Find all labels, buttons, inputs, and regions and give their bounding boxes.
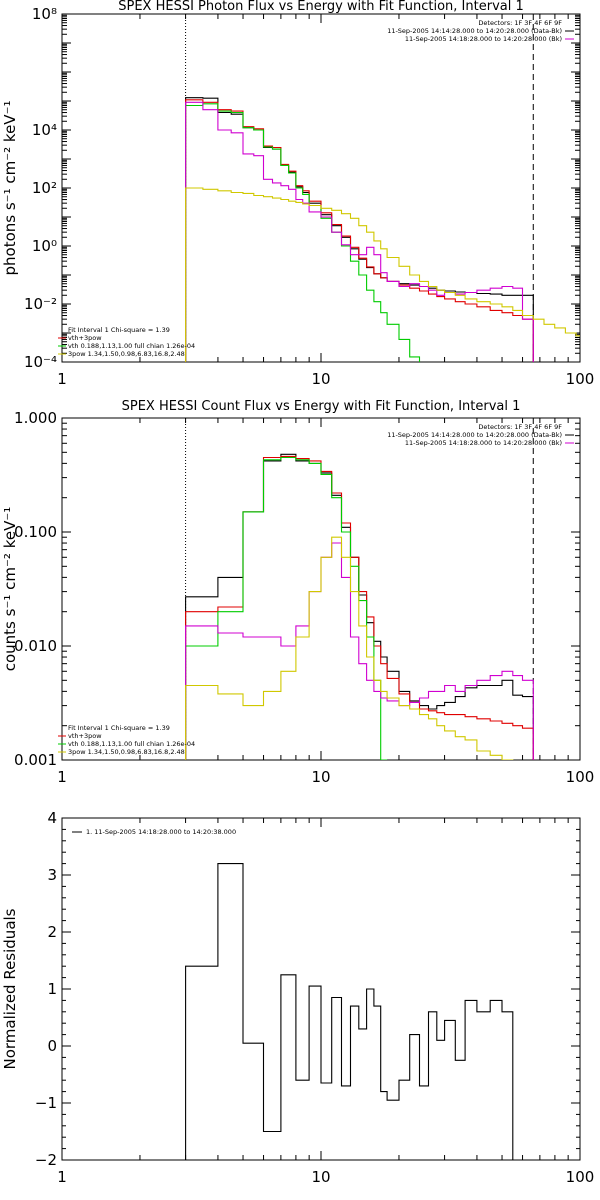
y-tick-label: 10⁰ xyxy=(32,237,57,255)
y-tick-label: 3 xyxy=(47,866,57,884)
y-tick-label: 1.000 xyxy=(14,409,57,427)
series-red-line xyxy=(185,99,534,362)
chart-title: SPEX HESSI Count Flux vs Energy with Fit… xyxy=(122,399,521,414)
series-magenta-line xyxy=(185,542,534,760)
series-red-line xyxy=(185,455,534,760)
legend-entry: Detectors: 1F 3F 4F 6F 9F xyxy=(478,19,562,27)
legend-entry: vth 0.188,1.13,1.00 full chian 1.26e-04 xyxy=(68,342,195,350)
series-black-line xyxy=(185,97,534,362)
y-tick-label: 0 xyxy=(47,1037,57,1055)
x-tick-label: 100 xyxy=(566,370,595,388)
legend-entry: 11-Sep-2005 14:18:28.000 to 14:20:28.000… xyxy=(405,35,562,43)
legend-entry: 11-Sep-2005 14:14:28.000 to 14:20:28.000… xyxy=(387,27,562,35)
x-tick-label: 1 xyxy=(57,370,67,388)
y-tick-label: 0.001 xyxy=(14,751,57,769)
legend-entry: 11-Sep-2005 14:14:28.000 to 14:20:28.000… xyxy=(387,431,562,439)
y-tick-label: 10⁸ xyxy=(32,5,57,23)
y-tick-label: 10⁴ xyxy=(32,121,57,139)
y-tick-label: 0.100 xyxy=(14,523,57,541)
series-magenta-line xyxy=(185,101,534,362)
photon-flux-panel: SPEX HESSI Photon Flux vs Energy with Fi… xyxy=(1,0,594,388)
legend-entry: vth 0.188,1.13,1.00 full chian 1.26e-04 xyxy=(68,740,195,748)
legend-entry: vth+3pow xyxy=(68,334,102,342)
y-tick-label: 1 xyxy=(47,980,57,998)
x-tick-label: 1 xyxy=(57,1168,67,1186)
chart-title: SPEX HESSI Photon Flux vs Energy with Fi… xyxy=(118,0,524,14)
x-tick-label: 100 xyxy=(566,1168,595,1186)
legend-entry: Fit Interval 1 Chi-square = 1.39 xyxy=(68,326,170,334)
legend-entry: Fit Interval 1 Chi-square = 1.39 xyxy=(68,724,170,732)
legend-entry: 3pow 1.34,1.50,0.98,6.83,16.8,2.48 xyxy=(68,748,185,756)
x-tick-label: 10 xyxy=(311,768,330,786)
y-tick-label: −1 xyxy=(35,1094,57,1112)
series-group xyxy=(185,863,514,1160)
y-tick-label: 10⁻⁴ xyxy=(24,353,57,371)
plot-frame xyxy=(61,13,581,363)
y-tick-label: 0.010 xyxy=(14,637,57,655)
y-tick-label: 4 xyxy=(47,809,57,827)
count-flux-panel: SPEX HESSI Count Flux vs Energy with Fit… xyxy=(1,399,594,786)
x-tick-label: 10 xyxy=(311,370,330,388)
y-axis-label: counts s⁻¹ cm⁻² keV⁻¹ xyxy=(1,507,19,672)
series-black-line xyxy=(185,863,514,1160)
series-green-line xyxy=(185,103,430,362)
series-group xyxy=(185,453,534,760)
series-yellow-line xyxy=(185,187,580,362)
y-tick-label: 2 xyxy=(47,923,57,941)
y-tick-label: 10⁻² xyxy=(24,295,57,313)
y-axis-label: photons s⁻¹ cm⁻² keV⁻¹ xyxy=(1,101,19,276)
legend-entry: 1. 11-Sep-2005 14:18:28.000 to 14:20:38.… xyxy=(86,828,236,836)
y-tick-label: 10² xyxy=(32,179,57,197)
x-tick-label: 100 xyxy=(566,768,595,786)
legend-entry: 11-Sep-2005 14:18:28.000 to 14:20:28.000… xyxy=(405,439,562,447)
series-group xyxy=(185,97,580,362)
series-yellow-line xyxy=(185,536,534,760)
residuals-panel: 1 10 100 −2 −1 0 1 2 3 4 Normalized Residuals 1. 11… xyxy=(1,809,594,1186)
y-axis-label: Normalized Residuals xyxy=(1,908,19,1069)
x-tick-label: 10 xyxy=(311,1168,330,1186)
y-tick-label: −2 xyxy=(35,1151,57,1169)
series-green-line xyxy=(185,456,388,760)
x-tick-label: 1 xyxy=(57,768,67,786)
legend-entry: Detectors: 1F 3F 4F 6F 9F xyxy=(478,423,562,431)
legend-entry: vth+3pow xyxy=(68,732,102,740)
legend-entry: 3pow 1.34,1.50,0.98,6.83,16.8,2.48 xyxy=(68,350,185,358)
